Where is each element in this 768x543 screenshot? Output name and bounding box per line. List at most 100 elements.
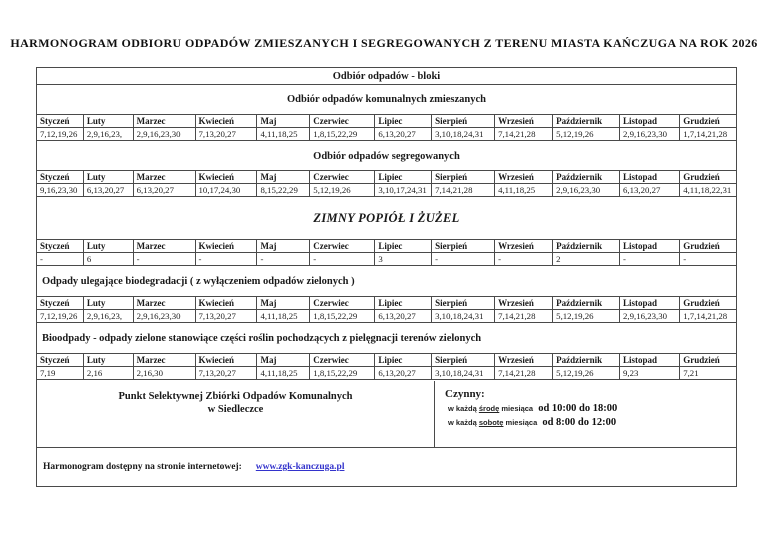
month-header-cell: Luty [82,296,134,310]
pszok-section: Punkt Selektywnej Zbiórki Odpadów Komuna… [37,381,736,448]
schedule-table-popiol: Styczeń Luty Marzec Kwiecień Maj Czerwiec Lipi… [36,239,737,266]
collection-dates-cell: 7,14,21,28 [494,366,554,380]
month-header-cell: Listopad [619,239,681,253]
collection-dates-cell: 3,10,18,24,31 [431,309,496,323]
collection-dates-cell: 1,7,14,21,28 [679,309,737,323]
month-header-cell: Wrzesień [494,353,554,367]
schedule-table-slot: Styczeń Luty Marzec Kwiecień Maj Czerwiec Lipi… [36,353,737,381]
hours-prefix: w każdą [448,418,477,427]
month-header-cell: Luty [82,239,134,253]
hours-time: od 8:00 do 12:00 [542,417,617,428]
collection-dates-cell: 4,11,18,25 [494,183,554,197]
schedule-table-slot: Styczeń Luty Marzec Kwiecień Maj Czerwiec Lipi… [36,114,737,142]
collection-dates-cell: - [132,252,196,266]
month-header-cell: Grudzień [679,114,737,128]
month-header-cell: Wrzesień [494,170,554,184]
footer-label: Harmonogram dostępny na stronie internet… [43,462,242,472]
month-header-cell: Listopad [619,296,681,310]
collection-dates-cell: - [431,252,496,266]
collection-dates-cell: - [619,252,681,266]
month-header-cell: Czerwiec [309,114,376,128]
month-header-cell: Sierpień [431,296,496,310]
month-header-cell: Grudzień [679,296,737,310]
collection-dates-cell: 7,13,20,27 [194,127,258,141]
month-header-cell: Wrzesień [494,114,554,128]
month-header-cell: Luty [82,114,134,128]
month-header-cell: Wrzesień [494,239,554,253]
collection-dates-cell: 4,11,18,25 [256,366,311,380]
month-header-cell: Październik [552,114,621,128]
month-header-cell: Luty [82,170,134,184]
collection-dates-cell: 6,13,20,27 [374,366,433,380]
month-header-cell: Grudzień [679,239,737,253]
month-header-cell: Listopad [619,114,681,128]
collection-dates-cell: 2,9,16,23,30 [619,309,681,323]
pszok-hours-line: w każdą sobotę miesiąca od 8:00 do 12:00 [445,417,736,428]
month-header-cell: Grudzień [679,170,737,184]
schedule-table-biodegradacja: Styczeń Luty Marzec Kwiecień Maj Czerwiec Lipi… [36,296,737,323]
website-link[interactable]: www.zgk-kanczuga.pl [255,462,345,472]
collection-dates-cell: 7,13,20,27 [194,366,258,380]
month-header-cell: Październik [552,239,621,253]
month-header-cell: Marzec [132,296,196,310]
hours-suffix: miesiąca [501,404,534,413]
collection-dates-cell: 6,13,20,27 [374,309,433,323]
hours-prefix: w każdą [448,404,477,413]
collection-dates-cell: 3,10,18,24,31 [431,366,496,380]
collection-dates-cell: 6,13,20,27 [132,183,196,197]
collection-dates-cell: 7,12,19,26 [36,127,84,141]
month-header-cell: Marzec [132,170,196,184]
month-header-cell: Kwiecień [194,353,258,367]
section-title-popiol: ZIMNY POPIÓŁ I ŻUŻEL [313,211,460,225]
collection-dates-cell: 7,19 [36,366,84,380]
collection-dates-cell: 9,23 [619,366,681,380]
month-header-cell: Kwiecień [194,239,258,253]
collection-dates-cell: 3,10,18,24,31 [431,127,496,141]
section-title-segregowane: Odbiór odpadów segregowanych [313,150,460,162]
collection-dates-cell: 5,12,19,26 [552,309,621,323]
month-header-cell: Październik [552,296,621,310]
collection-dates-cell: 3,10,17,24,31 [374,183,433,197]
collection-dates-cell: 2,9,16,23, [82,127,134,141]
month-header-cell: Lipiec [374,170,433,184]
collection-dates-cell: 7,13,20,27 [194,309,258,323]
collection-dates-cell: 2,9,16,23,30 [132,127,196,141]
collection-dates-cell: 10,17,24,30 [194,183,258,197]
pszok-hours: Czynny: w każdą środę miesiąca od 10:00 … [435,381,736,447]
month-header-cell: Maj [256,114,311,128]
schedule-table-bioodpady: Styczeń Luty Marzec Kwiecień Maj Czerwiec Lipi… [36,353,737,380]
month-header-cell: Czerwiec [309,296,376,310]
month-header-cell: Maj [256,353,311,367]
hours-day: środę [478,404,500,413]
collection-dates-cell: 4,11,18,25 [256,309,311,323]
collection-dates-cell: - [309,252,376,266]
collection-dates-cell: 2,9,16,23,30 [132,309,196,323]
collection-dates-cell: 7,21 [679,366,737,380]
pszok-open-label: Czynny: [445,388,485,400]
collection-dates-cell: 2,16 [82,366,134,380]
month-header-cell: Grudzień [679,353,737,367]
month-header-cell: Marzec [132,353,196,367]
month-header-cell: Kwiecień [194,296,258,310]
month-header-cell: Październik [552,353,621,367]
month-header-cell: Lipiec [374,114,433,128]
collection-dates-cell: 5,12,19,26 [552,366,621,380]
pszok-hours-line: w każdą środę miesiąca od 10:00 do 18:00 [445,403,736,414]
hours-day: sobotę [478,418,504,427]
pszok-name: Punkt Selektywnej Zbiórki Odpadów Komuna… [37,381,435,447]
month-header-cell: Czerwiec [309,170,376,184]
schedule-table-slot: Styczeń Luty Marzec Kwiecień Maj Czerwiec Lipi… [36,296,737,324]
section-title-bioodpady: Bioodpady - odpady zielone stanowiące cz… [42,333,482,344]
schedule-table-slot: Styczeń Luty Marzec Kwiecień Maj Czerwiec Lipi… [36,170,737,198]
collection-dates-cell: 4,11,18,25 [256,127,311,141]
schedule-table-slot: Styczeń Luty Marzec Kwiecień Maj Czerwiec Lipi… [36,239,737,267]
schedule-table-segregowane: Styczeń Luty Marzec Kwiecień Maj Czerwiec Lipi… [36,170,737,197]
month-header-cell: Sierpień [431,239,496,253]
section-title-biodegradacja: Odpady ulegające biodegradacji ( z wyłąc… [42,276,355,287]
collection-dates-cell: - [679,252,737,266]
collection-dates-cell: 7,14,21,28 [494,127,554,141]
collection-dates-cell: 1,8,15,22,29 [309,366,376,380]
collection-dates-cell: 7,14,21,28 [431,183,496,197]
collection-dates-cell: 2,16,30 [132,366,196,380]
collection-dates-cell: 5,12,19,26 [309,183,376,197]
